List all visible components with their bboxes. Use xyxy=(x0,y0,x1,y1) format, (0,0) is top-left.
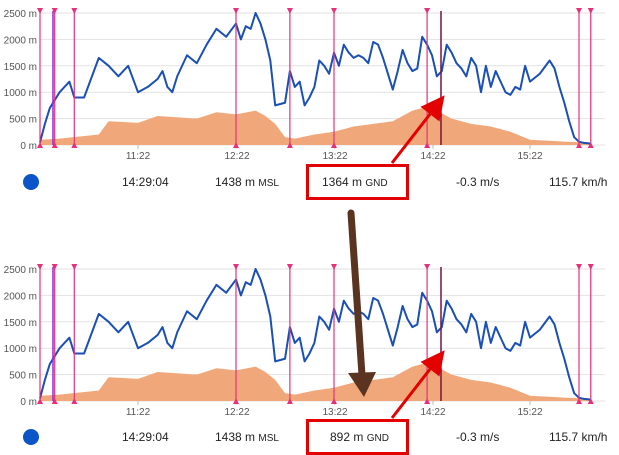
y-tick-label: 2000 m xyxy=(4,291,37,302)
waypoint-marker-foot xyxy=(37,142,43,148)
position-dot-icon xyxy=(23,174,39,190)
gnd-readout: 1364 m GND xyxy=(322,175,388,189)
msl-unit: MSL xyxy=(258,433,279,444)
msl-value: 1438 m xyxy=(215,175,256,189)
time-readout: 14:29:04 xyxy=(122,175,169,189)
waypoint-marker-head xyxy=(51,264,58,270)
x-tick-label: 14:22 xyxy=(420,407,445,418)
speed-readout: 115.7 km/h xyxy=(549,430,608,444)
waypoint-marker-head xyxy=(71,264,78,270)
waypoint-marker-foot xyxy=(233,142,239,148)
speed-readout: 115.7 km/h xyxy=(549,175,608,189)
y-tick-label: 1000 m xyxy=(4,344,37,355)
altitude-panel-top: 0 m 500 m 1000 m 1500 m 2000 m 2500 m 11:22 12:… xyxy=(0,0,619,200)
waypoint-marker-foot xyxy=(331,398,337,404)
waypoint-marker-head xyxy=(37,8,43,14)
waypoint-marker-foot xyxy=(71,398,78,404)
x-tick-label: 11:22 xyxy=(126,407,151,418)
waypoint-marker-foot xyxy=(71,142,78,148)
x-tick-label: 12:22 xyxy=(224,151,249,162)
waypoint-marker-head xyxy=(286,8,293,14)
altitude-line xyxy=(39,12,592,145)
waypoint-marker-head xyxy=(587,8,594,14)
vario-readout: -0.3 m/s xyxy=(456,175,500,189)
y-tick-label: 0 m xyxy=(20,141,37,152)
waypoint-marker-foot xyxy=(51,398,58,404)
waypoint-marker-head xyxy=(233,8,239,14)
waypoint-marker-foot xyxy=(51,142,58,148)
gnd-unit: GND xyxy=(366,433,389,444)
waypoint-marker-head xyxy=(331,264,337,270)
altitude-chart[interactable]: 0 m 500 m 1000 m 1500 m 2000 m 2500 m 11:22 12:… xyxy=(0,256,619,421)
gnd-value: 1364 m xyxy=(322,175,363,189)
x-tick-label: 12:22 xyxy=(224,407,249,418)
waypoint-marker-foot xyxy=(576,142,582,148)
waypoint-marker-head xyxy=(51,8,58,14)
x-tick-label: 13:22 xyxy=(322,151,347,162)
msl-value: 1438 m xyxy=(215,430,256,444)
waypoint-marker-head xyxy=(424,8,431,14)
waypoint-marker-foot xyxy=(587,142,594,148)
y-tick-label: 1500 m xyxy=(4,62,37,73)
waypoint-marker-head xyxy=(37,264,43,270)
waypoint-marker-head xyxy=(576,8,582,14)
y-tick-label: 1500 m xyxy=(4,318,37,329)
msl-readout: 1438 m MSL xyxy=(215,175,279,189)
waypoint-marker-foot xyxy=(233,398,239,404)
x-tick-label: 13:22 xyxy=(322,407,347,418)
waypoint-marker-foot xyxy=(587,398,594,404)
y-tick-label: 500 m xyxy=(9,371,37,382)
status-bar: 14:29:04 1438 m MSL 892 m GND -0.3 m/s 1… xyxy=(0,425,619,451)
gnd-unit: GND xyxy=(365,178,388,189)
waypoint-marker-head xyxy=(286,264,293,270)
waypoint-marker-head xyxy=(233,264,239,270)
waypoint-marker-foot xyxy=(576,398,582,404)
y-tick-label: 0 m xyxy=(20,397,37,408)
position-dot-icon xyxy=(23,429,39,445)
gnd-value: 892 m xyxy=(330,430,364,444)
x-tick-label: 14:22 xyxy=(420,151,445,162)
y-tick-label: 2000 m xyxy=(4,35,37,46)
vario-readout: -0.3 m/s xyxy=(456,430,500,444)
waypoint-marker-foot xyxy=(286,398,293,404)
waypoint-marker-head xyxy=(424,264,431,270)
x-tick-label: 15:22 xyxy=(517,407,542,418)
y-tick-label: 500 m xyxy=(9,115,37,126)
waypoint-marker-head xyxy=(576,264,582,270)
msl-unit: MSL xyxy=(258,178,279,189)
x-tick-label: 15:22 xyxy=(517,151,542,162)
ground-elevation-area xyxy=(40,364,591,401)
y-tick-label: 1000 m xyxy=(4,88,37,99)
waypoint-marker-head xyxy=(71,8,78,14)
msl-readout: 1438 m MSL xyxy=(215,430,279,444)
waypoint-marker-foot xyxy=(37,398,43,404)
y-tick-label: 2500 m xyxy=(4,265,37,276)
altitude-chart[interactable]: 0 m 500 m 1000 m 1500 m 2000 m 2500 m 11:22 12:… xyxy=(0,0,619,165)
waypoint-marker-foot xyxy=(286,142,293,148)
gnd-readout: 892 m GND xyxy=(330,430,389,444)
x-tick-label: 11:22 xyxy=(126,151,151,162)
waypoint-marker-head xyxy=(587,264,594,270)
status-bar: 14:29:04 1438 m MSL 1364 m GND -0.3 m/s … xyxy=(0,170,619,196)
waypoint-marker-foot xyxy=(331,142,337,148)
time-readout: 14:29:04 xyxy=(122,430,169,444)
y-tick-label: 2500 m xyxy=(4,9,37,20)
ground-elevation-area xyxy=(40,108,591,145)
highlight-box-bottom xyxy=(306,419,409,455)
waypoint-marker-head xyxy=(331,8,337,14)
altitude-panel-bottom: 0 m 500 m 1000 m 1500 m 2000 m 2500 m 11:22 12:… xyxy=(0,256,619,454)
highlight-box-top xyxy=(306,164,409,200)
